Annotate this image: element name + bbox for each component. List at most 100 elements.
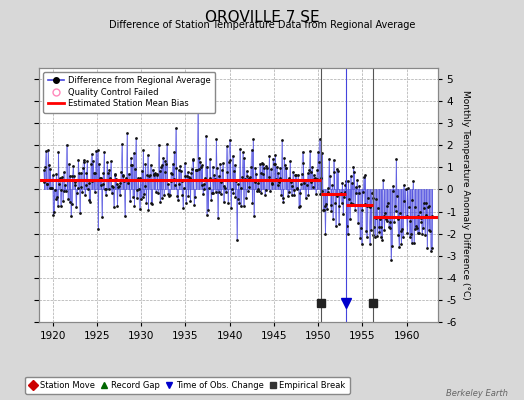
Point: [258, 160, 266, 166]
Point: [385, 224, 393, 230]
Point: [104, 170, 112, 176]
Point: [89, 158, 97, 164]
Point: [148, 201, 156, 208]
Point: [399, 234, 407, 240]
Point: [363, 234, 371, 240]
Point: [421, 232, 429, 239]
Point: [293, 185, 302, 192]
Point: [189, 156, 197, 162]
Point: [154, 190, 162, 196]
Point: [375, 229, 384, 235]
Point: [379, 213, 388, 220]
Point: [46, 185, 54, 192]
Point: [252, 171, 260, 178]
Point: [328, 182, 336, 188]
Point: [282, 164, 290, 171]
Text: Berkeley Earth: Berkeley Earth: [446, 389, 508, 398]
Point: [94, 226, 103, 232]
Point: [239, 203, 248, 210]
Point: [208, 190, 216, 196]
Point: [82, 170, 91, 176]
Point: [276, 165, 285, 172]
Point: [200, 186, 209, 192]
Point: [281, 165, 290, 171]
Point: [261, 187, 270, 193]
Point: [60, 188, 69, 194]
Point: [69, 162, 78, 169]
Point: [155, 141, 163, 148]
Point: [405, 204, 413, 210]
Point: [121, 212, 129, 219]
Point: [376, 216, 384, 222]
Point: [67, 213, 75, 220]
Legend: Difference from Regional Average, Quality Control Failed, Estimated Station Mean: Difference from Regional Average, Qualit…: [43, 72, 215, 112]
Point: [48, 172, 57, 178]
Point: [129, 150, 138, 156]
Point: [333, 193, 342, 200]
Point: [193, 167, 201, 173]
Point: [290, 187, 298, 193]
Legend: Station Move, Record Gap, Time of Obs. Change, Empirical Break: Station Move, Record Gap, Time of Obs. C…: [25, 376, 350, 394]
Point: [192, 167, 201, 173]
Point: [336, 191, 344, 198]
Point: [386, 225, 394, 231]
Point: [310, 172, 318, 178]
Point: [344, 178, 353, 184]
Point: [153, 171, 161, 177]
Point: [160, 192, 168, 198]
Point: [91, 170, 100, 176]
Point: [275, 179, 283, 185]
Point: [211, 176, 219, 182]
Point: [426, 228, 434, 235]
Point: [306, 148, 314, 154]
Point: [249, 136, 257, 143]
Point: [380, 227, 389, 234]
Point: [262, 162, 270, 169]
Point: [202, 133, 210, 139]
Point: [131, 165, 139, 172]
Point: [303, 182, 311, 188]
Point: [106, 174, 114, 181]
Point: [261, 192, 269, 198]
Point: [335, 202, 344, 209]
Point: [150, 172, 159, 178]
Point: [100, 148, 108, 155]
Point: [211, 188, 220, 195]
Point: [224, 200, 232, 206]
Point: [285, 189, 293, 196]
Point: [71, 178, 79, 185]
Point: [137, 196, 145, 203]
Point: [419, 225, 427, 231]
Point: [265, 174, 273, 180]
Point: [110, 204, 118, 210]
Point: [42, 148, 50, 154]
Point: [341, 189, 349, 195]
Point: [90, 170, 98, 176]
Point: [91, 188, 99, 195]
Point: [117, 169, 125, 175]
Point: [185, 174, 193, 180]
Point: [88, 151, 96, 157]
Point: [167, 178, 175, 184]
Point: [176, 163, 184, 169]
Point: [265, 152, 274, 159]
Point: [319, 206, 328, 213]
Point: [47, 185, 56, 192]
Point: [340, 194, 348, 200]
Point: [118, 141, 126, 147]
Point: [302, 177, 310, 183]
Point: [66, 172, 74, 179]
Point: [198, 182, 206, 189]
Point: [377, 233, 385, 240]
Point: [307, 178, 315, 185]
Point: [147, 200, 156, 206]
Point: [128, 162, 136, 168]
Point: [326, 173, 334, 180]
Point: [218, 167, 226, 173]
Point: [140, 191, 148, 198]
Point: [316, 191, 324, 197]
Point: [381, 216, 390, 222]
Point: [236, 203, 245, 210]
Point: [348, 201, 357, 207]
Point: [155, 168, 163, 174]
